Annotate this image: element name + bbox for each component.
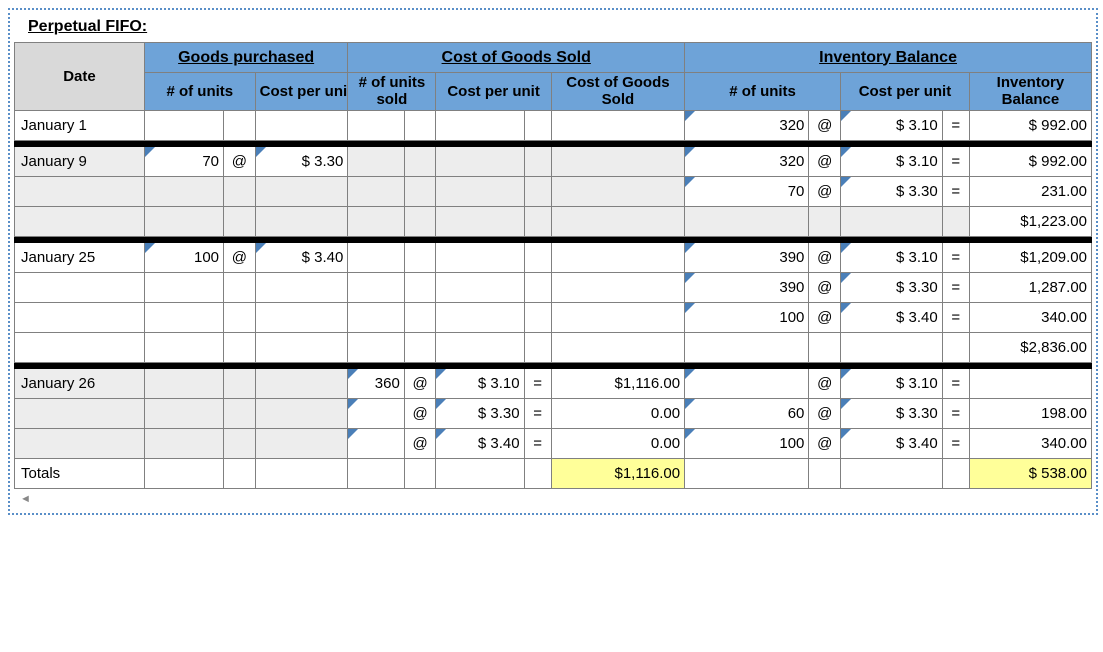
at-symbol: @ xyxy=(809,147,841,177)
cogs-cost[interactable]: $ 3.30 xyxy=(436,399,524,429)
inv-total: $ 992.00 xyxy=(969,111,1091,141)
goods-cost[interactable]: $ 3.30 xyxy=(255,147,348,177)
grp-inv: Inventory Balance xyxy=(685,43,1092,73)
inv-cost[interactable]: $ 3.10 xyxy=(841,147,943,177)
at-symbol: @ xyxy=(809,429,841,459)
inv-subtotal: $2,836.00 xyxy=(969,333,1091,363)
eq-symbol: = xyxy=(524,399,551,429)
inv-units[interactable]: 100 xyxy=(685,429,809,459)
grp-cogs: Cost of Goods Sold xyxy=(348,43,685,73)
hdr-g-cost: Cost per unit xyxy=(255,73,348,111)
at-symbol: @ xyxy=(809,303,841,333)
eq-symbol: = xyxy=(942,177,969,207)
eq-symbol: = xyxy=(942,429,969,459)
eq-symbol: = xyxy=(942,369,969,399)
at-symbol: @ xyxy=(809,399,841,429)
fifo-table: Date Goods purchased Cost of Goods Sold … xyxy=(14,42,1092,489)
cogs-grand-total: $1,116.00 xyxy=(551,459,684,489)
eq-symbol: = xyxy=(942,303,969,333)
at-symbol: @ xyxy=(809,273,841,303)
inv-units[interactable]: 390 xyxy=(685,273,809,303)
cogs-total: $1,116.00 xyxy=(551,369,684,399)
inv-units[interactable]: 60 xyxy=(685,399,809,429)
inv-units[interactable]: 390 xyxy=(685,243,809,273)
at-symbol: @ xyxy=(809,369,841,399)
cogs-units[interactable] xyxy=(348,429,405,459)
hdr-i-cost: Cost per unit xyxy=(841,73,970,111)
inv-cost[interactable]: $ 3.10 xyxy=(841,369,943,399)
page-title: Perpetual FIFO: xyxy=(14,16,1092,42)
inv-subtotal: $1,223.00 xyxy=(969,207,1091,237)
hdr-s-cost: Cost per unit xyxy=(436,73,551,111)
eq-symbol: = xyxy=(942,273,969,303)
inv-units[interactable]: 320 xyxy=(685,147,809,177)
inv-total xyxy=(969,369,1091,399)
inv-units[interactable]: 100 xyxy=(685,303,809,333)
eq-symbol: = xyxy=(524,429,551,459)
eq-symbol: = xyxy=(942,111,969,141)
hdr-s-total: Cost of Goods Sold xyxy=(551,73,684,111)
inv-total: $ 992.00 xyxy=(969,147,1091,177)
goods-units[interactable]: 100 xyxy=(144,243,223,273)
cogs-units[interactable] xyxy=(348,399,405,429)
inv-total: 231.00 xyxy=(969,177,1091,207)
inv-cost[interactable]: $ 3.10 xyxy=(841,111,943,141)
date-cell: January 25 xyxy=(15,243,145,273)
inv-units[interactable]: 70 xyxy=(685,177,809,207)
inv-total: 198.00 xyxy=(969,399,1091,429)
cogs-cost[interactable]: $ 3.40 xyxy=(436,429,524,459)
date-cell: January 9 xyxy=(15,147,145,177)
inv-cost[interactable]: $ 3.10 xyxy=(841,243,943,273)
inv-total: $1,209.00 xyxy=(969,243,1091,273)
goods-units[interactable]: 70 xyxy=(144,147,223,177)
inv-cost[interactable]: $ 3.30 xyxy=(841,399,943,429)
at-symbol: @ xyxy=(224,147,256,177)
inv-total: 340.00 xyxy=(969,429,1091,459)
at-symbol: @ xyxy=(809,177,841,207)
at-symbol: @ xyxy=(224,243,256,273)
hdr-date: Date xyxy=(15,43,145,111)
eq-symbol: = xyxy=(942,399,969,429)
at-symbol: @ xyxy=(404,369,436,399)
cogs-total: 0.00 xyxy=(551,429,684,459)
goods-cost[interactable]: $ 3.40 xyxy=(255,243,348,273)
date-cell: January 26 xyxy=(15,369,145,399)
hdr-i-total: Inventory Balance xyxy=(969,73,1091,111)
eq-symbol: = xyxy=(942,147,969,177)
eq-symbol: = xyxy=(524,369,551,399)
eq-symbol: = xyxy=(942,243,969,273)
inv-cost[interactable]: $ 3.40 xyxy=(841,429,943,459)
cogs-total: 0.00 xyxy=(551,399,684,429)
inv-cost[interactable]: $ 3.30 xyxy=(841,273,943,303)
inv-cost[interactable]: $ 3.30 xyxy=(841,177,943,207)
inv-units[interactable]: 320 xyxy=(685,111,809,141)
date-cell: January 1 xyxy=(15,111,145,141)
cogs-units[interactable]: 360 xyxy=(348,369,405,399)
inv-total: 340.00 xyxy=(969,303,1091,333)
scroll-left-icon[interactable]: ◄ xyxy=(14,489,28,503)
inv-total: 1,287.00 xyxy=(969,273,1091,303)
hdr-s-units: # of units sold xyxy=(348,73,436,111)
hdr-g-units: # of units xyxy=(144,73,255,111)
inv-cost[interactable]: $ 3.40 xyxy=(841,303,943,333)
at-symbol: @ xyxy=(809,243,841,273)
totals-label: Totals xyxy=(15,459,145,489)
at-symbol: @ xyxy=(809,111,841,141)
inv-grand-total: $ 538.00 xyxy=(969,459,1091,489)
at-symbol: @ xyxy=(404,429,436,459)
grp-goods: Goods purchased xyxy=(144,43,347,73)
cogs-cost[interactable]: $ 3.10 xyxy=(436,369,524,399)
inv-units[interactable] xyxy=(685,369,809,399)
at-symbol: @ xyxy=(404,399,436,429)
hdr-i-units: # of units xyxy=(685,73,841,111)
